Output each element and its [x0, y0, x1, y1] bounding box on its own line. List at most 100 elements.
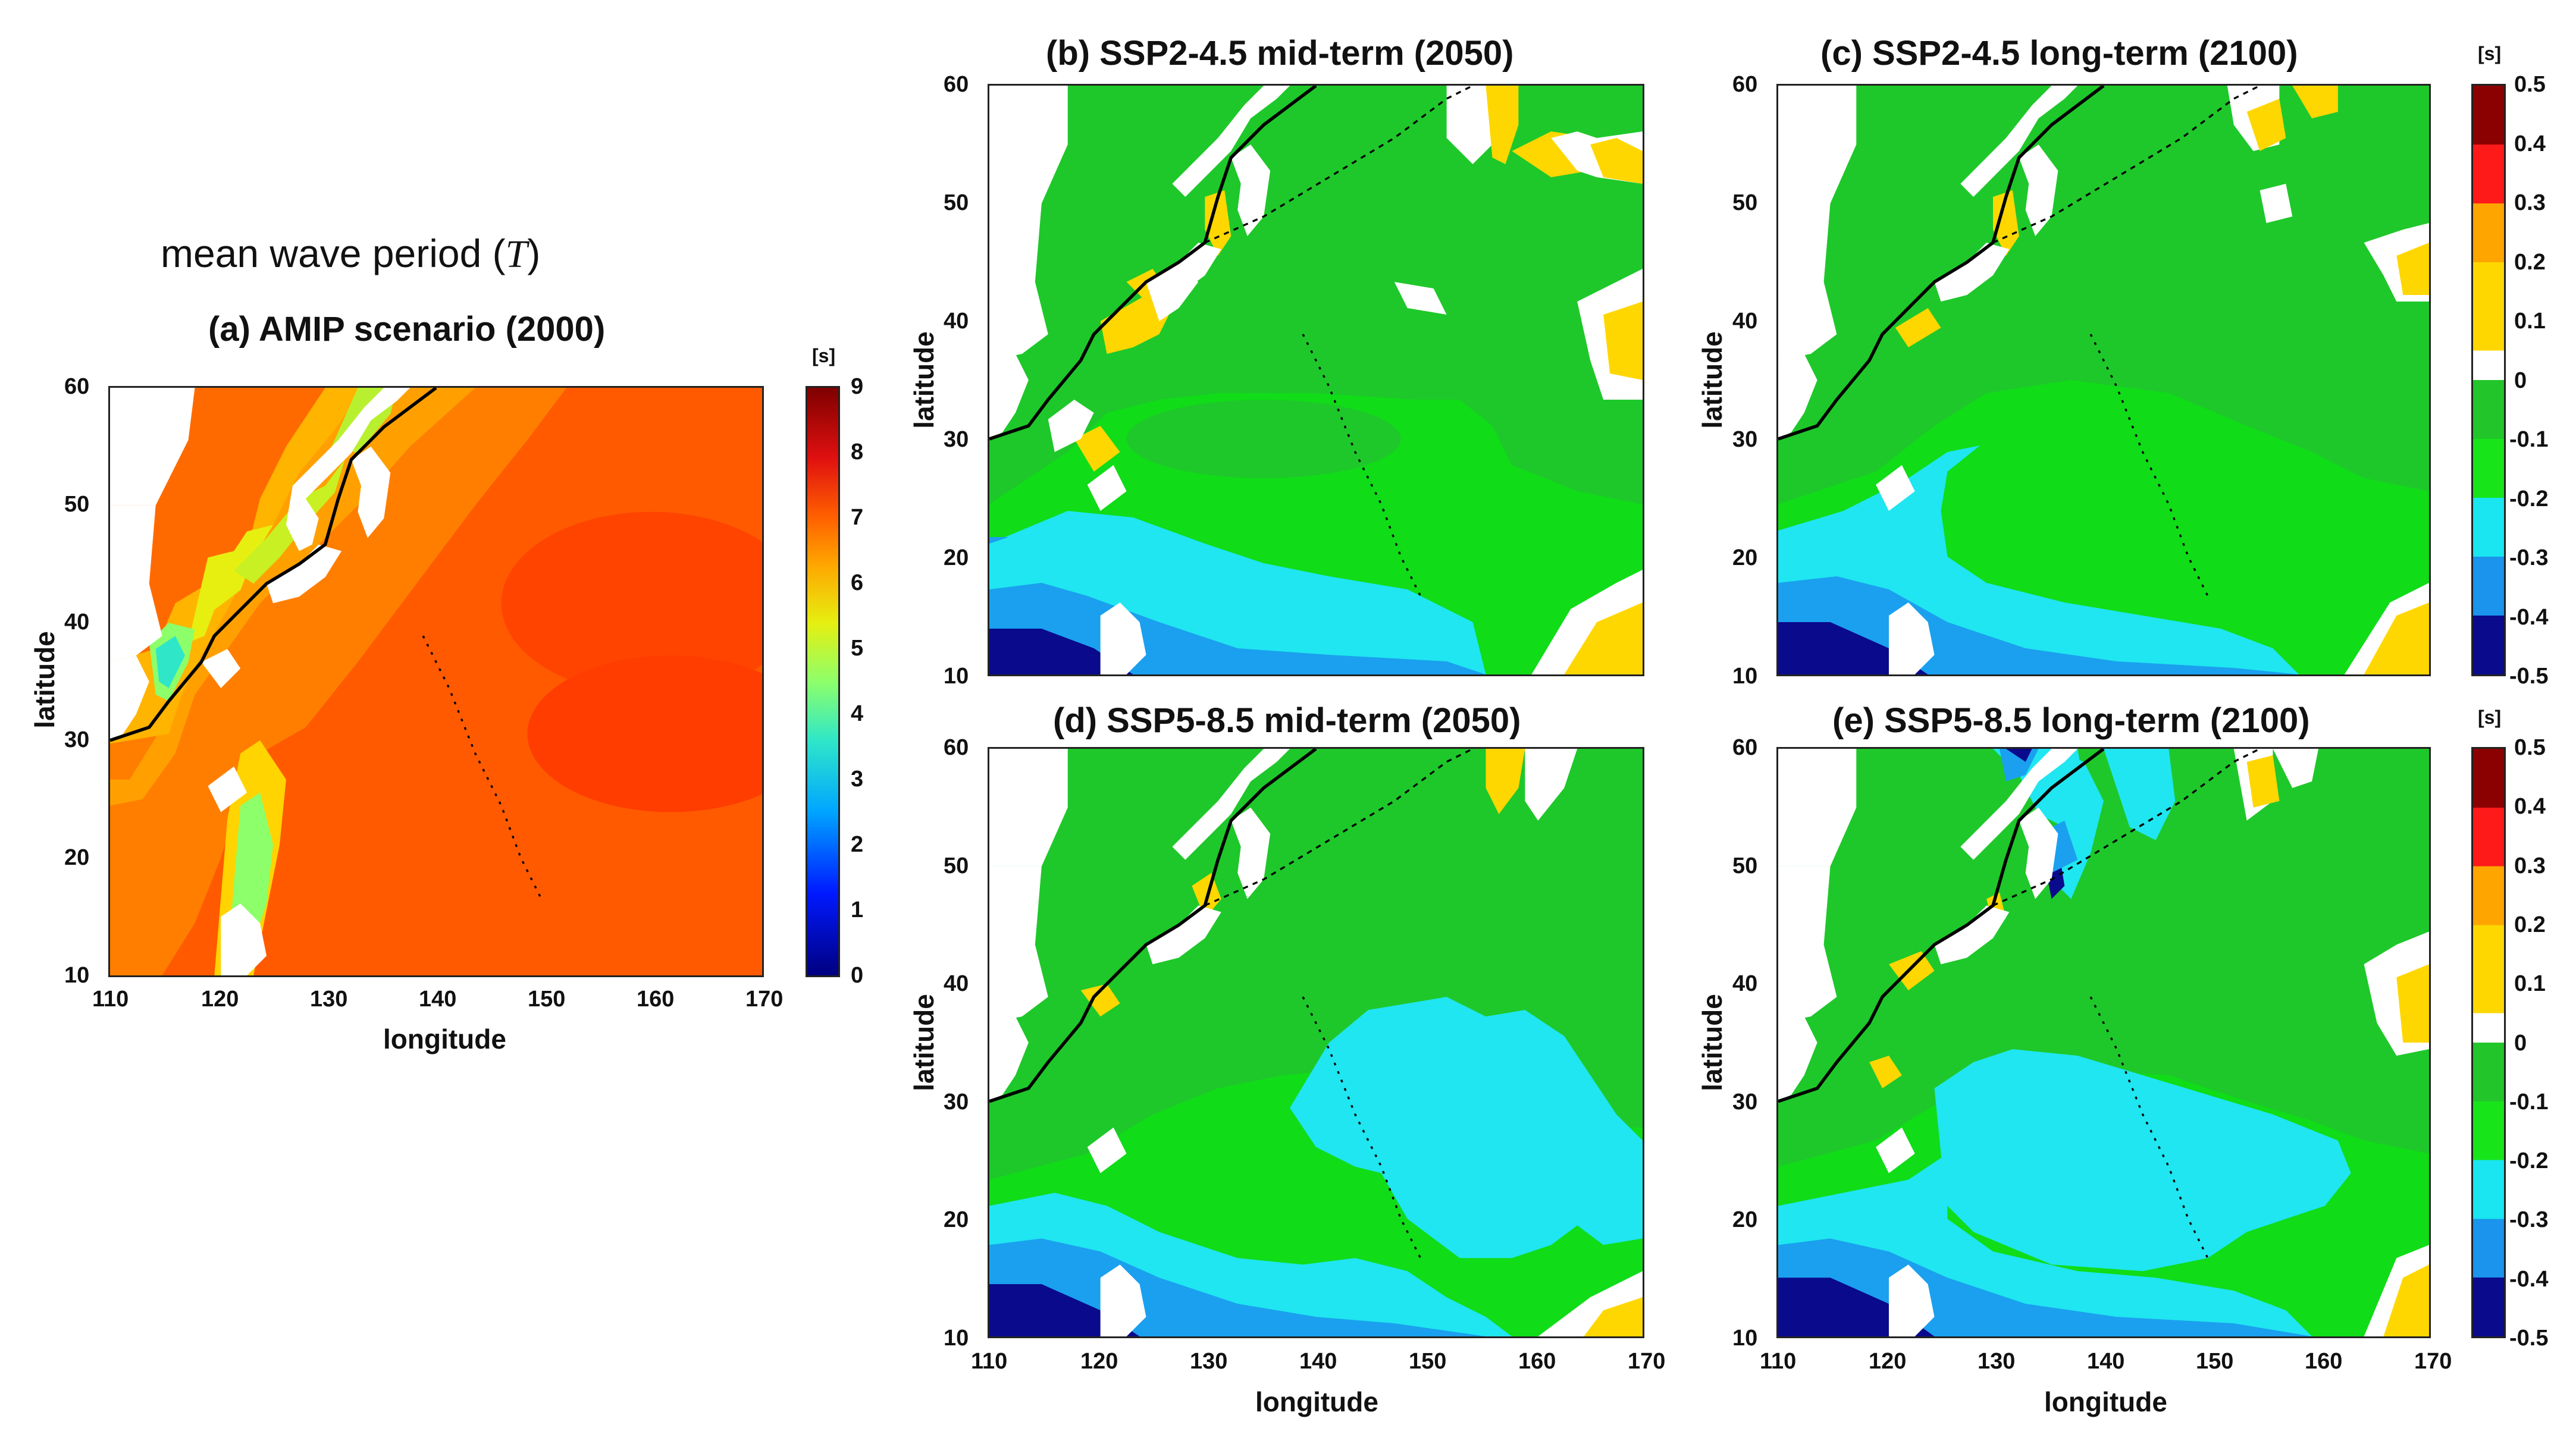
colorbar-a-tick: 1 — [851, 897, 864, 922]
panel-a-lon-tick: 110 — [92, 987, 129, 1012]
panel-b-field — [989, 86, 1643, 674]
panel-d-map — [988, 747, 1644, 1338]
colorbar-bottom-tick: 0.3 — [2514, 853, 2546, 878]
panel-e-lat-tick: 50 — [1732, 853, 1758, 878]
colorbar-a-tick: 7 — [851, 505, 864, 530]
panel-e-lon-tick: 130 — [1978, 1349, 2016, 1374]
panel-a-field — [110, 388, 762, 975]
colorbar-bottom-tick: -0.2 — [2509, 1148, 2549, 1173]
colorbar-a-tick: 6 — [851, 570, 864, 595]
panel-a-title: (a) AMIP scenario (2000) — [208, 310, 606, 349]
panel-d-lon-tick: 120 — [1080, 1349, 1118, 1374]
colorbar-bottom-tick: 0.1 — [2514, 971, 2546, 996]
colorbar-bottom-unit: [s] — [2478, 707, 2502, 728]
panel-c-lat-tick: 60 — [1732, 72, 1758, 97]
panel-e-lat-tick: 10 — [1732, 1326, 1758, 1351]
colorbar-top — [2471, 84, 2506, 676]
colorbar-bottom-tick: 0 — [2514, 1031, 2527, 1056]
panel-c-map — [1776, 84, 2431, 676]
colorbar-a — [806, 386, 840, 977]
panel-c-lat-tick: 20 — [1732, 545, 1758, 570]
panel-a-lat-tick: 10 — [64, 963, 90, 988]
panel-e-lat-tick: 30 — [1732, 1090, 1758, 1115]
figure-heading: mean wave period (T) — [161, 231, 540, 277]
panel-d-field — [989, 749, 1643, 1336]
panel-e-map — [1776, 747, 2431, 1338]
panel-a-lat-tick: 30 — [64, 727, 90, 752]
panel-a-lon-tick: 130 — [310, 987, 348, 1012]
colorbar-bottom-tick: 0.4 — [2514, 794, 2546, 819]
panel-a-lon-tick: 160 — [637, 987, 675, 1012]
panel-d-lat-tick: 20 — [944, 1207, 969, 1232]
panel-a-lat-tick: 20 — [64, 845, 90, 870]
colorbar-bottom-tick: -0.4 — [2509, 1267, 2549, 1292]
panel-d-ylabel: latitude — [908, 994, 939, 1091]
panel-c-field — [1778, 86, 2429, 674]
panel-b-lat-tick: 40 — [944, 309, 969, 334]
panel-c-lat-tick: 50 — [1732, 190, 1758, 215]
colorbar-bottom-tick: 0.5 — [2514, 735, 2546, 760]
colorbar-top-tick: -0.5 — [2509, 664, 2549, 689]
panel-a-ylabel: latitude — [29, 631, 60, 729]
colorbar-top-tick: 0.2 — [2514, 250, 2546, 275]
colorbar-a-tick: 2 — [851, 832, 864, 857]
panel-a-xlabel: longitude — [383, 1024, 506, 1054]
panel-e-lon-tick: 150 — [2196, 1349, 2234, 1374]
panel-e-lat-tick: 20 — [1732, 1207, 1758, 1232]
panel-a-lon-tick: 120 — [201, 987, 239, 1012]
panel-d-title: (d) SSP5-8.5 mid-term (2050) — [1053, 701, 1521, 740]
panel-a-lat-tick: 50 — [64, 492, 90, 517]
colorbar-a-tick: 5 — [851, 636, 864, 661]
panel-e-field — [1778, 749, 2429, 1336]
panel-c-title: (c) SSP2-4.5 long-term (2100) — [1820, 34, 2298, 73]
panel-b-lat-tick: 60 — [944, 72, 969, 97]
panel-c-lat-tick: 10 — [1732, 664, 1758, 689]
panel-d-lat-tick: 60 — [944, 735, 969, 760]
colorbar-a-tick: 9 — [851, 374, 864, 399]
panel-b-ylabel: latitude — [908, 331, 939, 429]
panel-b-lat-tick: 50 — [944, 190, 969, 215]
colorbar-bottom-tick: -0.3 — [2509, 1207, 2549, 1232]
colorbar-a-tick: 4 — [851, 701, 864, 726]
panel-b-map — [988, 84, 1644, 676]
panel-e-lat-tick: 60 — [1732, 735, 1758, 760]
panel-e-lon-tick: 140 — [2087, 1349, 2125, 1374]
panel-e-xlabel: longitude — [2044, 1386, 2167, 1417]
panel-a-lon-tick: 150 — [528, 987, 566, 1012]
panel-e-title: (e) SSP5-8.5 long-term (2100) — [1832, 701, 2310, 740]
panel-e-lon-tick: 160 — [2305, 1349, 2343, 1374]
panel-c-ylabel: latitude — [1697, 331, 1728, 429]
panel-d-lat-tick: 50 — [944, 853, 969, 878]
panel-a-lat-tick: 60 — [64, 374, 90, 399]
heading-suffix: ) — [527, 231, 541, 275]
panel-b-title: (b) SSP2-4.5 mid-term (2050) — [1046, 34, 1514, 73]
panel-d-xlabel: longitude — [1255, 1386, 1378, 1417]
heading-symbol: T — [505, 233, 528, 276]
colorbar-top-tick: 0 — [2514, 368, 2527, 393]
heading-prefix: mean wave period ( — [161, 231, 506, 275]
colorbar-bottom — [2471, 747, 2506, 1338]
colorbar-bottom-tick: -0.5 — [2509, 1326, 2549, 1351]
colorbar-top-unit: [s] — [2478, 43, 2502, 64]
panel-d-lon-tick: 110 — [971, 1349, 1008, 1374]
panel-e-lat-tick: 40 — [1732, 971, 1758, 996]
colorbar-a-tick: 8 — [851, 440, 864, 464]
colorbar-bottom-tick: -0.1 — [2509, 1090, 2549, 1115]
colorbar-a-unit: [s] — [812, 345, 836, 366]
panel-e-ylabel: latitude — [1697, 994, 1728, 1091]
colorbar-a-tick: 3 — [851, 767, 864, 792]
panel-e-lon-tick: 170 — [2414, 1349, 2452, 1374]
colorbar-top-tick: 0.4 — [2514, 131, 2546, 156]
colorbar-top-tick: -0.3 — [2509, 545, 2549, 570]
colorbar-top-tick: 0.1 — [2514, 309, 2546, 334]
colorbar-top-tick: -0.4 — [2509, 605, 2549, 630]
panel-d-lat-tick: 30 — [944, 1090, 969, 1115]
panel-e-lon-tick: 110 — [1760, 1349, 1797, 1374]
panel-d-lat-tick: 10 — [944, 1326, 969, 1351]
panel-d-lon-tick: 150 — [1409, 1349, 1447, 1374]
panel-d-lon-tick: 130 — [1190, 1349, 1228, 1374]
colorbar-a-tick: 0 — [851, 963, 864, 988]
colorbar-top-tick: 0.3 — [2514, 190, 2546, 215]
panel-e-lon-tick: 120 — [1869, 1349, 1907, 1374]
panel-c-lat-tick: 40 — [1732, 309, 1758, 334]
